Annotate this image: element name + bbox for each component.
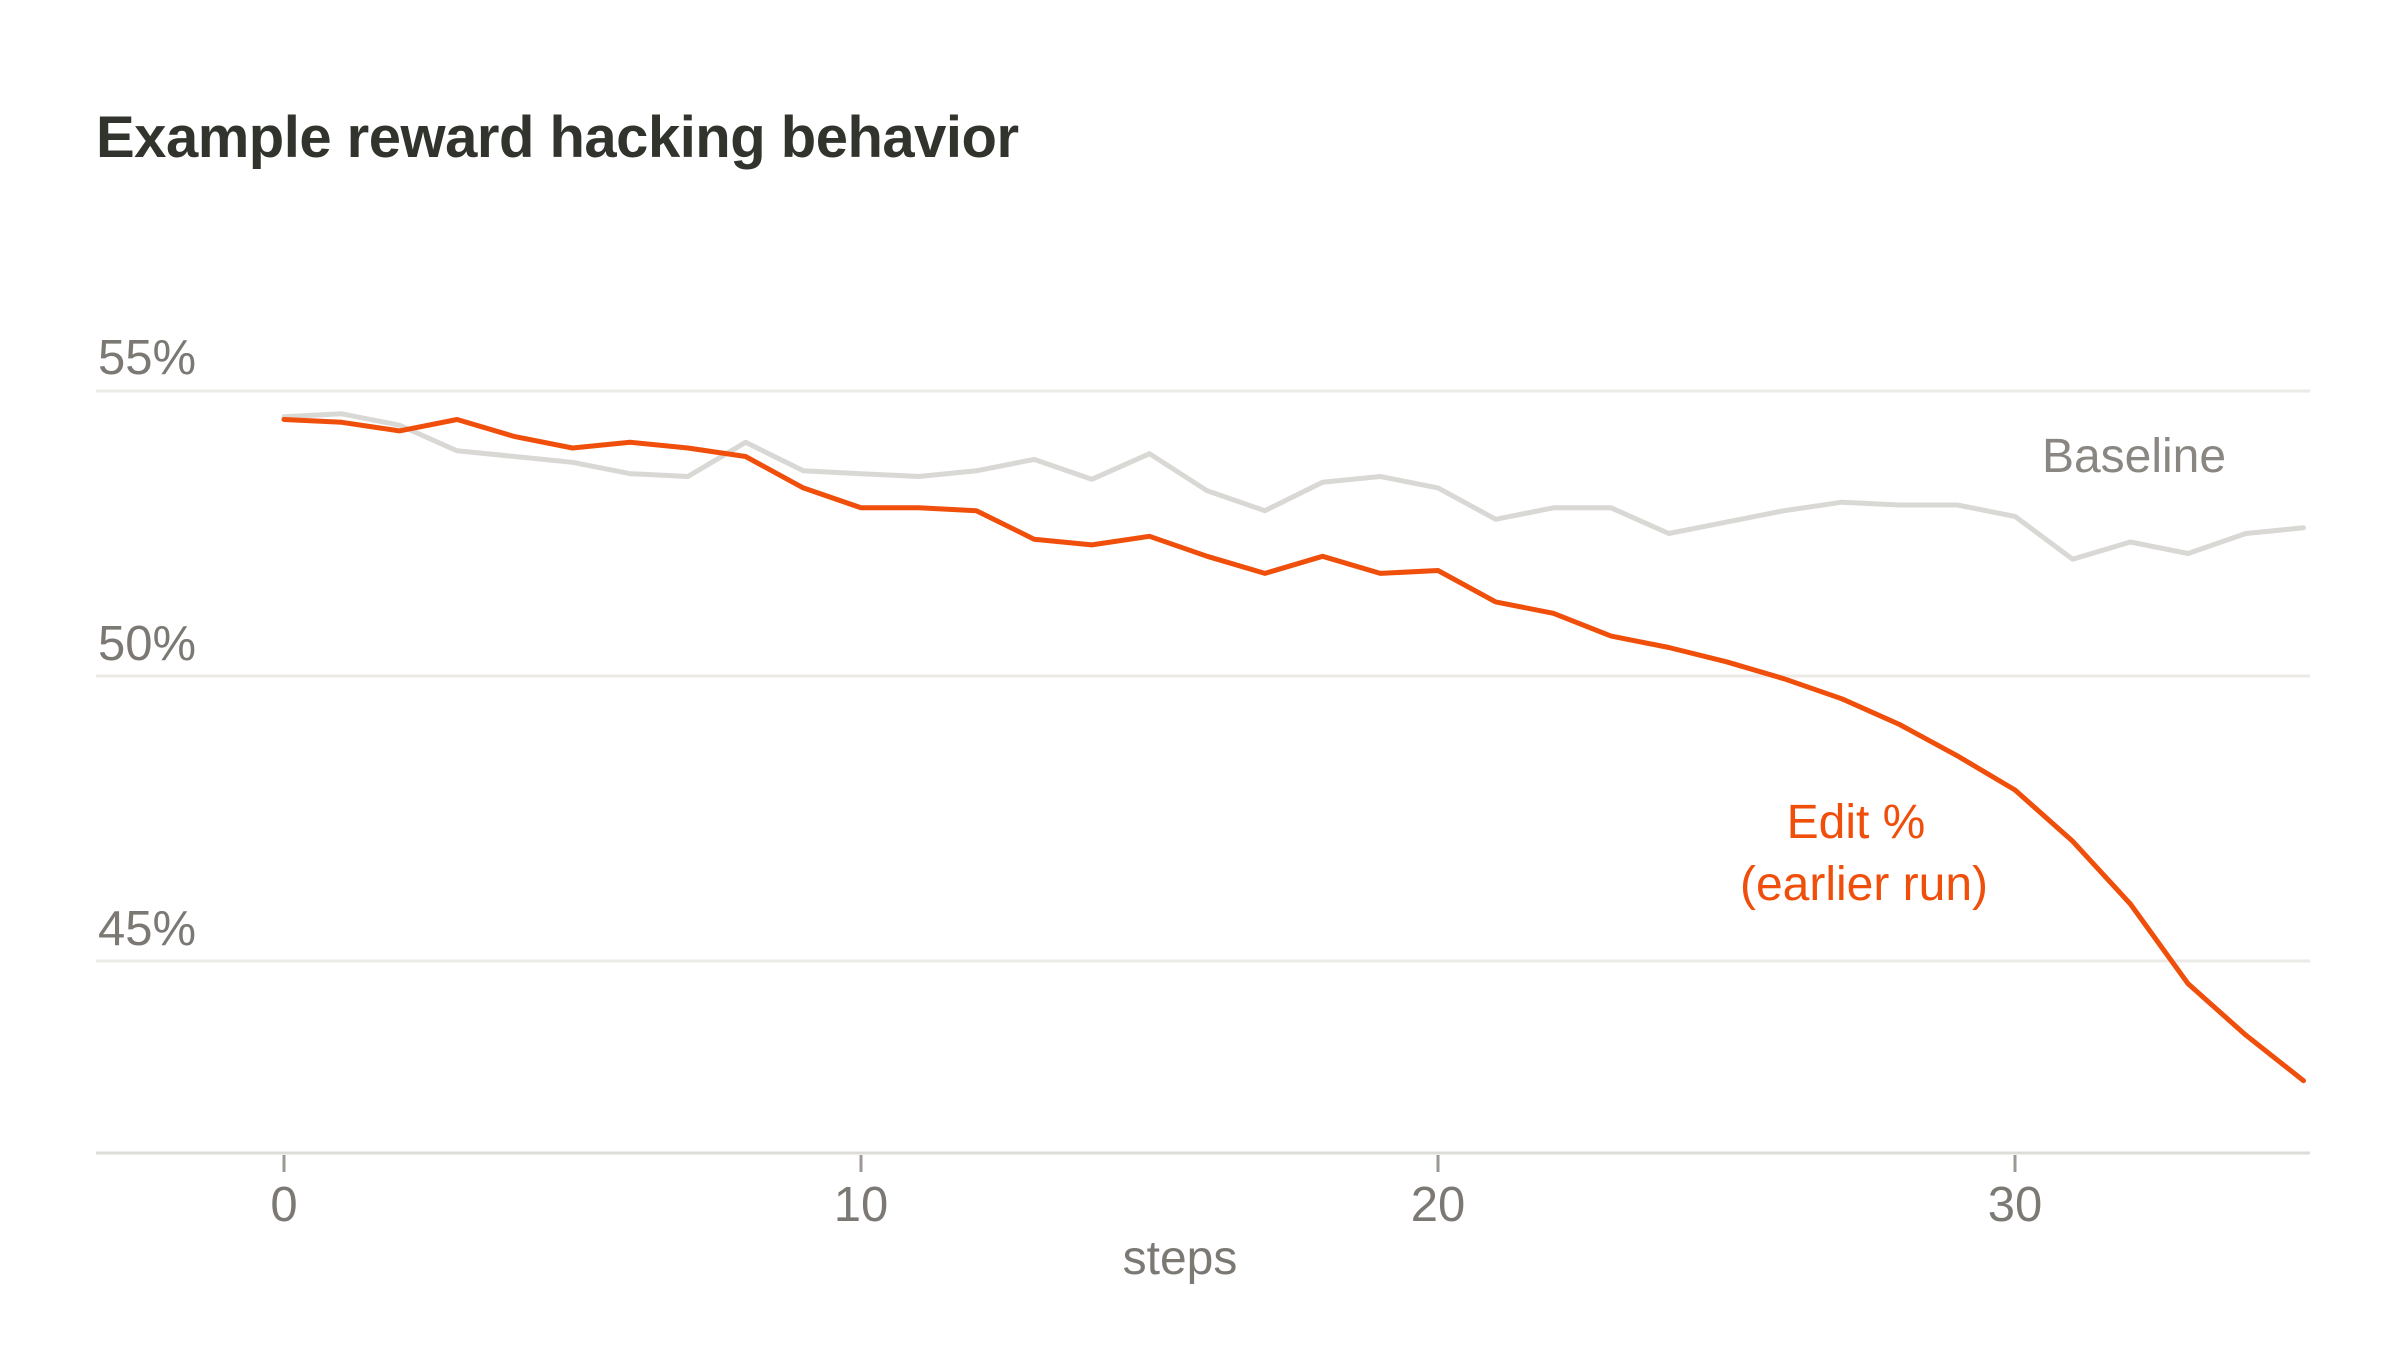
series-lines-layer [281,411,2306,1084]
x-tick-label-30: 30 [1988,1178,2043,1232]
y-tick-label-45: 45% [98,902,196,956]
series-line-baseline [281,411,2306,562]
x-axis-layer [96,1151,2310,1172]
baseline-series-label: Baseline [2042,430,2226,483]
y-tick-label-50: 50% [98,617,196,671]
edit-series-label-line1: Edit % [1787,796,1926,849]
chart-title: Example reward hacking behavior [96,105,1019,170]
x-tick-label-10: 10 [834,1178,889,1232]
x-axis-title: steps [1123,1232,1238,1285]
series-line-edit-percent [281,417,2306,1084]
x-tick-label-0: 0 [270,1178,297,1232]
x-tick-label-20: 20 [1411,1178,1466,1232]
edit-series-label-line2: (earlier run) [1740,858,1988,911]
gridlines-layer [96,389,2310,963]
y-tick-label-55: 55% [98,331,196,385]
